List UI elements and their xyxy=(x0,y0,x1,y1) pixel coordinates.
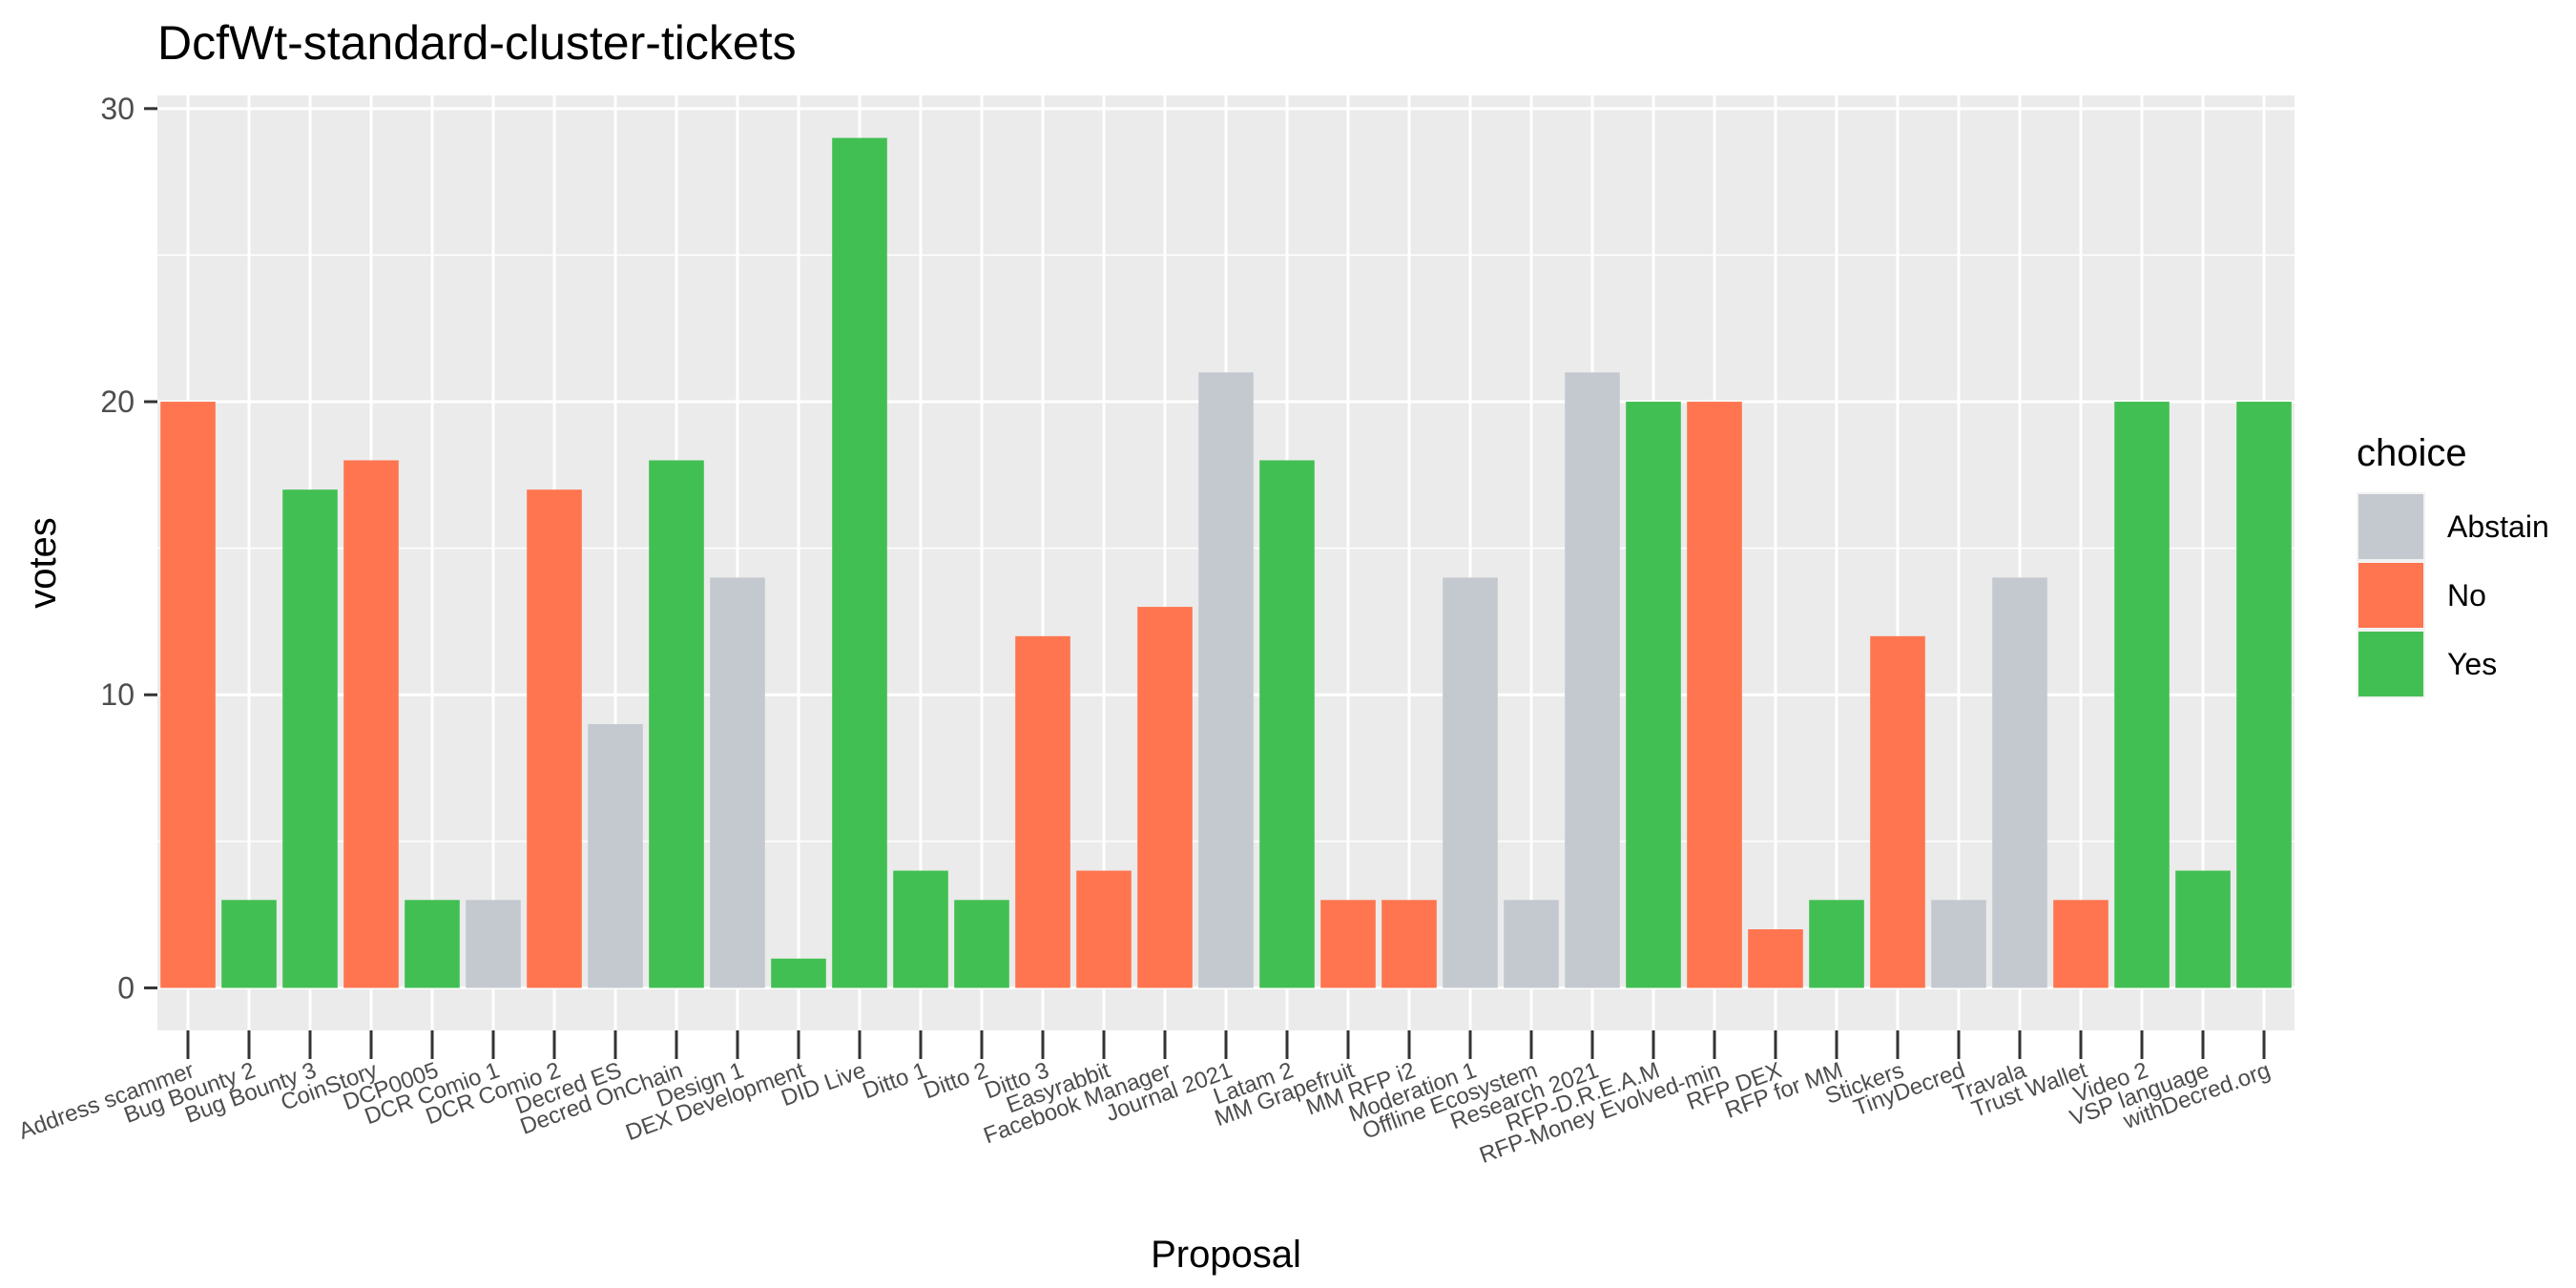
legend: choice Abstain No Yes xyxy=(2357,432,2549,698)
bar-no xyxy=(343,460,399,988)
legend-label: Abstain xyxy=(2447,509,2549,544)
bar-no xyxy=(160,402,216,988)
bar-yes xyxy=(954,900,1009,988)
bar-abstain xyxy=(1198,372,1254,988)
bar-no xyxy=(1748,929,1803,988)
bar-no xyxy=(527,489,582,988)
bar-yes xyxy=(1259,460,1315,988)
bar-abstain xyxy=(1443,577,1498,988)
bar-yes xyxy=(771,958,826,988)
bar-abstain xyxy=(466,900,521,988)
bar-abstain xyxy=(1504,900,1559,988)
bar-yes xyxy=(282,489,338,988)
bar-yes xyxy=(2236,402,2292,988)
y-axis: 0 10 20 30 xyxy=(100,92,157,1005)
bar-yes xyxy=(832,137,887,988)
bar-no xyxy=(1320,900,1376,988)
bar-no xyxy=(1381,900,1437,988)
bar-no xyxy=(1870,635,1925,988)
bar-abstain xyxy=(588,723,643,988)
bar-yes xyxy=(1809,900,1864,988)
legend-swatch-abstain xyxy=(2358,494,2423,559)
bar-no xyxy=(2053,900,2109,988)
bar-yes xyxy=(221,900,277,988)
y-tick-label: 30 xyxy=(100,92,135,126)
legend-swatch-yes xyxy=(2358,632,2423,696)
bar-abstain xyxy=(710,577,765,988)
bar-yes xyxy=(2175,870,2231,988)
bar-no xyxy=(1687,402,1742,988)
legend-entries: Abstain No Yes xyxy=(2357,492,2549,698)
x-axis-title: Proposal xyxy=(1151,1234,1301,1276)
y-tick-label: 20 xyxy=(100,384,135,419)
chart-title: DcfWt-standard-cluster-tickets xyxy=(157,16,797,70)
y-axis-title: votes xyxy=(22,517,64,609)
y-tick-label: 0 xyxy=(117,970,135,1005)
bar-no xyxy=(1076,870,1132,988)
legend-swatch-no xyxy=(2358,563,2423,628)
bar-no xyxy=(1015,635,1070,988)
bar-yes xyxy=(2114,402,2170,988)
bar-abstain xyxy=(1931,900,1986,988)
bar-yes xyxy=(405,900,460,988)
bar-abstain xyxy=(1992,577,2047,988)
bar-yes xyxy=(649,460,704,988)
y-tick-label: 10 xyxy=(100,677,135,712)
legend-label: Yes xyxy=(2447,647,2497,681)
bar-yes xyxy=(1626,402,1681,988)
bar-no xyxy=(1137,607,1193,988)
bar-yes xyxy=(893,870,948,988)
bars xyxy=(160,137,2292,988)
bar-abstain xyxy=(1565,372,1620,988)
legend-title: choice xyxy=(2357,432,2467,474)
legend-label: No xyxy=(2447,578,2486,613)
